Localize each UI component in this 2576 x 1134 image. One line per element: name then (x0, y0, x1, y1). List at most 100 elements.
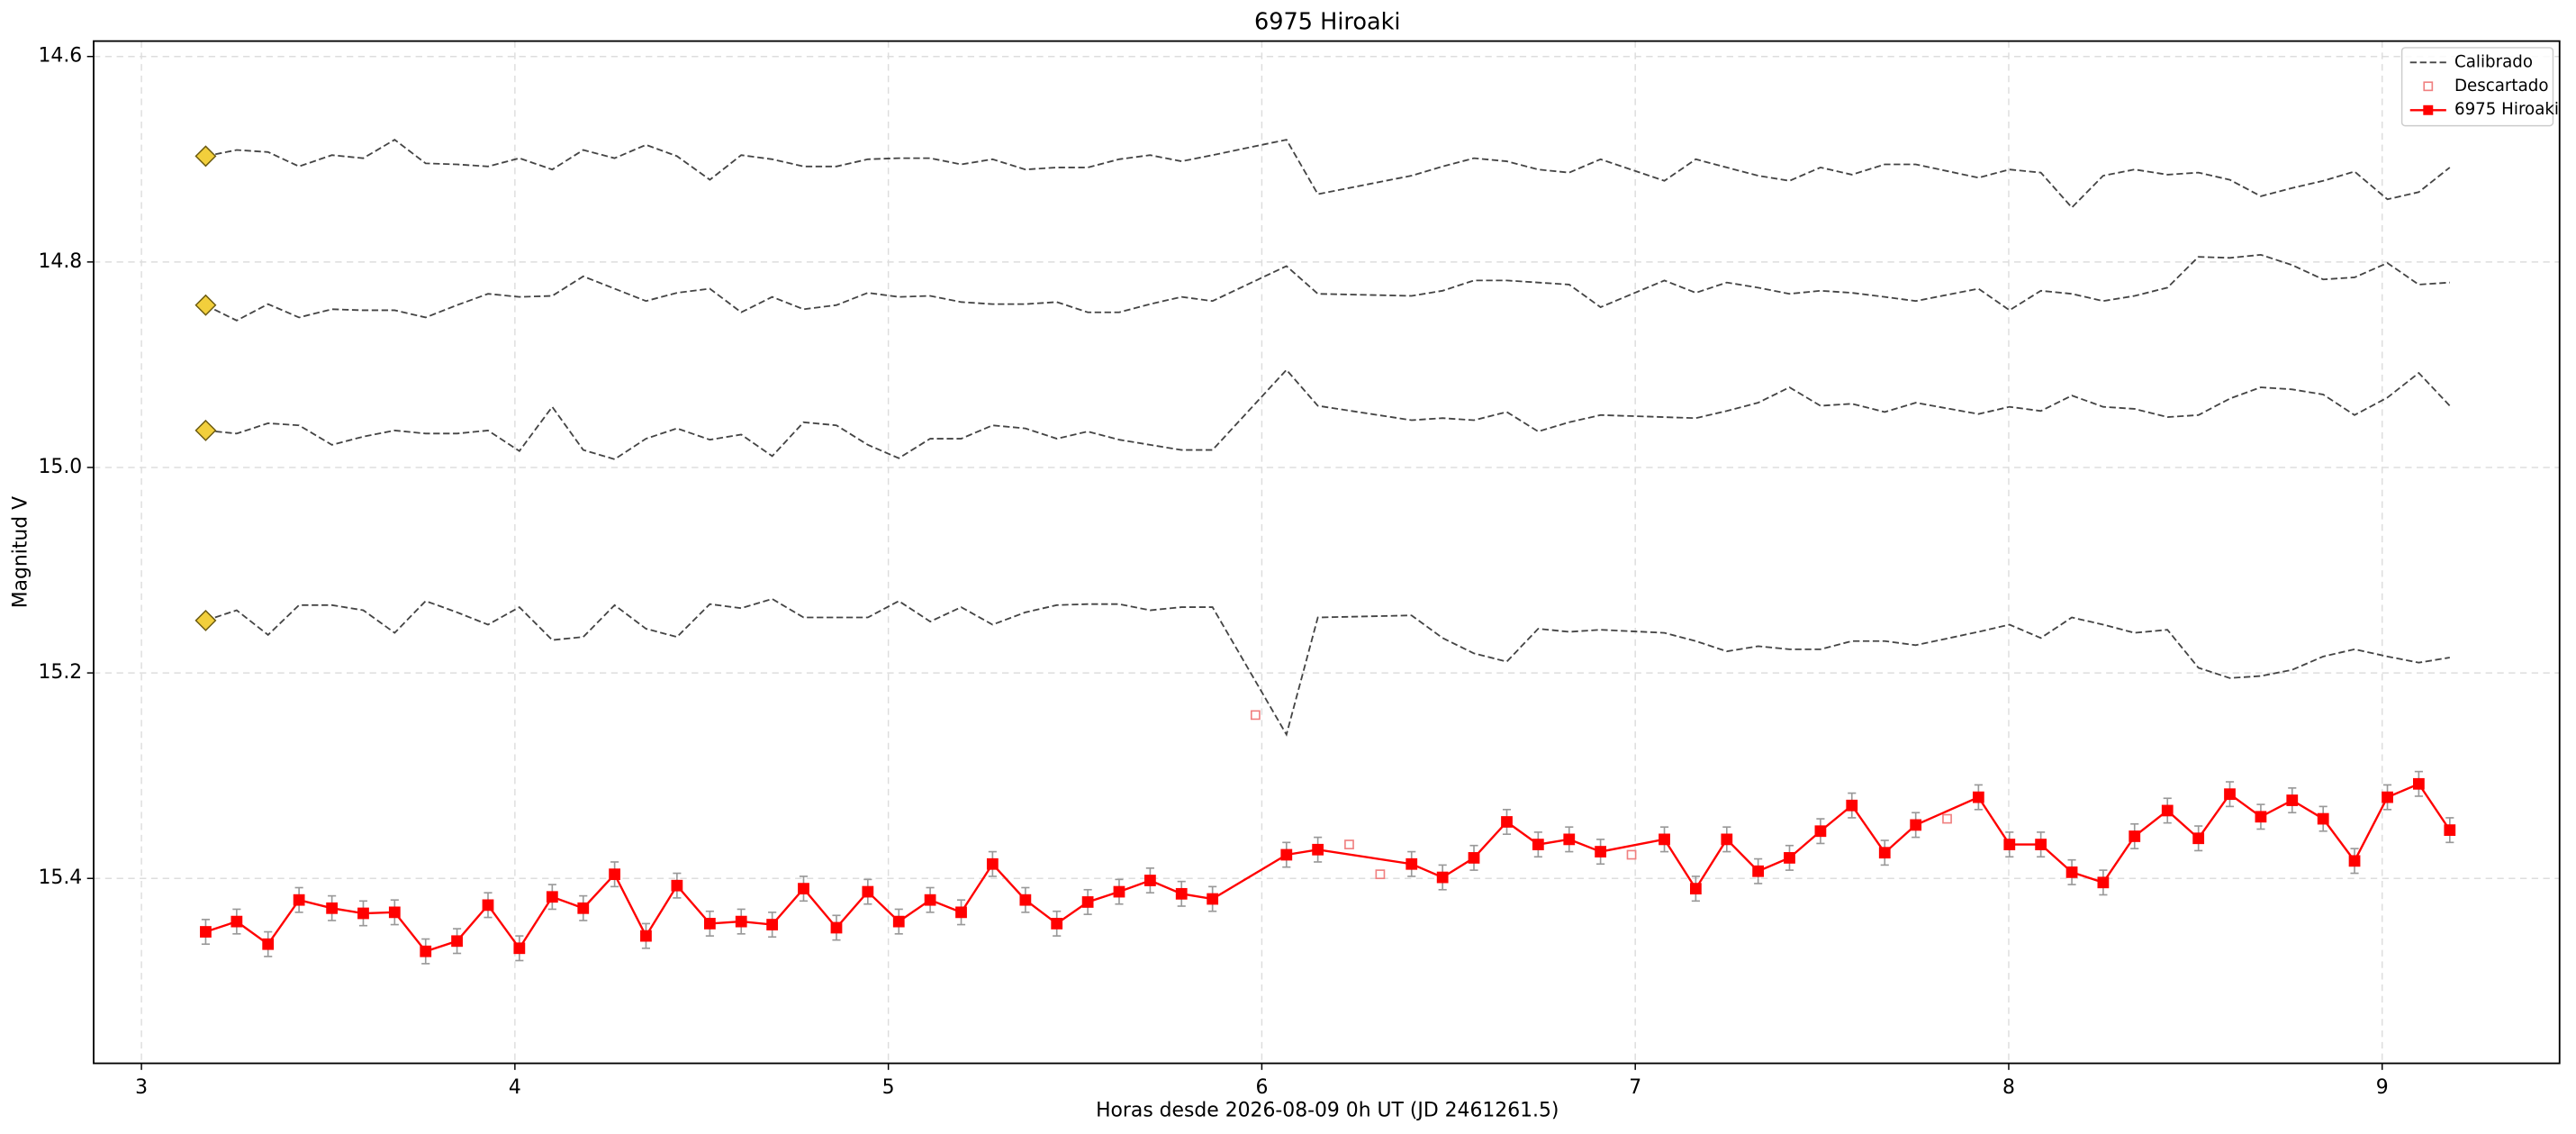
target-point (1175, 887, 1188, 900)
discarded-point (1344, 839, 1354, 849)
target-point (2412, 777, 2425, 790)
target-point (735, 915, 747, 928)
target-point (1659, 833, 1670, 846)
x-tick-label: 3 (135, 1076, 148, 1099)
target-point (2065, 866, 2078, 878)
target-point (986, 857, 999, 870)
target-point (1468, 852, 1480, 864)
target-point (1532, 839, 1544, 850)
target-point (1752, 865, 1765, 877)
y-tick-label: 14.8 (39, 250, 83, 273)
discarded-point (1375, 869, 1386, 880)
target-point (482, 899, 494, 912)
target-point (546, 891, 558, 903)
legend-swatch (2423, 81, 2434, 92)
discarded-point (1942, 813, 1952, 824)
target-point (2317, 812, 2329, 825)
target-point (1019, 894, 1032, 906)
target-point (357, 907, 369, 920)
target-point (703, 918, 716, 930)
target-point (326, 902, 339, 914)
target-point (1312, 843, 1324, 856)
discarded-point (1250, 710, 1261, 721)
x-tick-label: 9 (2376, 1076, 2389, 1099)
target-point (1501, 816, 1513, 828)
y-tick-label: 15.4 (39, 866, 83, 889)
target-point (200, 926, 212, 938)
comparison-line (205, 253, 2450, 322)
chart-title: 6975 Hiroaki (1254, 9, 1400, 36)
x-tick-label: 7 (1629, 1076, 1641, 1099)
target-point (2192, 832, 2205, 845)
x-axis-label: Horas desde 2026-08-09 0h UT (JD 2461261… (1096, 1099, 1559, 1121)
target-point (1784, 852, 1795, 864)
target-point (1595, 846, 1607, 857)
x-tick-label: 6 (1255, 1076, 1268, 1099)
x-tick-label: 8 (2002, 1076, 2015, 1099)
target-point (2097, 876, 2110, 889)
comparison-line (205, 139, 2451, 209)
comparison-line (205, 597, 2450, 737)
start-marker (194, 609, 217, 631)
target-point (2444, 824, 2456, 837)
target-point (2003, 839, 2016, 850)
start-marker (194, 145, 217, 168)
target-point (1113, 885, 1125, 898)
target-point (2224, 788, 2236, 801)
target-point (2286, 794, 2299, 806)
x-tick-label: 4 (509, 1076, 521, 1099)
target-point (1721, 833, 1733, 846)
target-point (1081, 896, 1094, 908)
target-point (830, 921, 843, 934)
plot-frame (93, 40, 2561, 1065)
target-point (2255, 811, 2267, 823)
target-point (262, 938, 275, 950)
legend-box (2400, 47, 2554, 127)
target-point (1051, 918, 1063, 930)
target-point (1436, 871, 1449, 884)
target-point (293, 894, 305, 906)
y-tick-label: 14.6 (39, 45, 83, 68)
target-point (1144, 875, 1156, 886)
start-marker (194, 294, 217, 316)
legend-label: Calibrado (2454, 52, 2533, 71)
target-line (205, 782, 2451, 953)
legend-label: 6975 Hiroaki (2454, 100, 2559, 119)
y-axis-label: Magnitud V (10, 496, 32, 608)
y-tick-label: 15.2 (39, 661, 83, 684)
discarded-point (1626, 849, 1637, 860)
target-point (2348, 855, 2361, 867)
target-point (420, 945, 432, 957)
target-point (766, 919, 779, 930)
target-point (955, 906, 967, 919)
legend-swatch (2423, 104, 2434, 115)
target-point (2035, 839, 2047, 850)
target-point (2161, 804, 2174, 817)
target-point (1563, 833, 1576, 846)
x-tick-label: 5 (882, 1076, 895, 1099)
target-point (1814, 825, 1827, 838)
target-point (1406, 857, 1418, 870)
target-point (671, 879, 683, 892)
target-point (451, 935, 463, 948)
target-point (513, 942, 526, 955)
target-point (577, 902, 590, 914)
start-marker (194, 419, 217, 441)
target-point (862, 885, 874, 898)
legend-label: Descartado (2454, 77, 2549, 95)
target-point (1972, 791, 1984, 803)
target-point (230, 915, 243, 928)
target-point (1910, 819, 1922, 831)
target-point (924, 894, 936, 906)
target-point (1280, 848, 1293, 861)
target-point (1689, 883, 1702, 895)
target-point (640, 930, 652, 942)
target-point (388, 906, 401, 919)
target-point (892, 915, 905, 928)
target-point (609, 868, 620, 881)
target-point (2129, 830, 2141, 842)
target-point (1878, 847, 1891, 859)
y-tick-label: 15.0 (39, 456, 83, 478)
target-point (1207, 893, 1219, 905)
